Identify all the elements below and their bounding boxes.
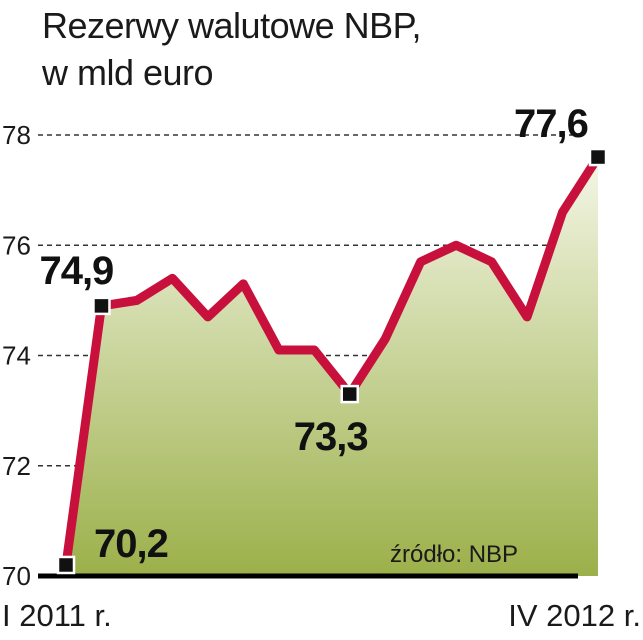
data-point-marker-15: [588, 147, 608, 167]
chart-title-line-1: Rezerwy walutowe NBP,: [42, 5, 422, 46]
area-fill: [66, 157, 598, 577]
source-note: źródło: NBP: [390, 541, 518, 568]
data-point-marker-1: [92, 296, 111, 316]
chart-title-line-2: w mld euro: [42, 52, 214, 93]
series-line: [61, 152, 603, 570]
data-label-1: 74,9: [39, 249, 113, 293]
y-tick-label-70: 70: [2, 561, 31, 591]
data-point-marker-8: [340, 384, 359, 404]
data-label-8: 73,3: [294, 415, 368, 459]
y-tick-label-74: 74: [2, 341, 31, 371]
data-label-0: 70,2: [94, 522, 168, 566]
y-tick-label-78: 78: [2, 120, 31, 150]
chart-title: Rezerwy walutowe NBP, w mld euro: [42, 2, 422, 96]
x-label-end: IV 2012 r.: [508, 598, 641, 633]
data-point-marker-0: [56, 555, 76, 575]
data-label-15: 77,6: [514, 102, 588, 146]
y-tick-label-72: 72: [2, 451, 31, 481]
x-label-start: I 2011 r.: [2, 598, 112, 633]
y-tick-label-76: 76: [2, 230, 31, 260]
